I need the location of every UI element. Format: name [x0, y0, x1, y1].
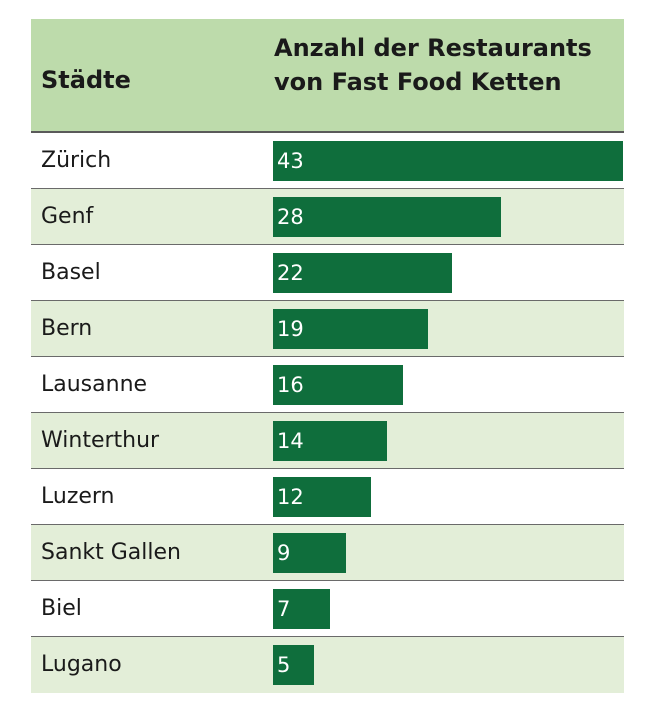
- bar-value-label: 9: [277, 541, 291, 565]
- bar-value-label: 19: [277, 317, 304, 341]
- city-label: Biel: [41, 596, 82, 621]
- bar-value-label: 5: [277, 653, 291, 677]
- bar-value-label: 7: [277, 597, 291, 621]
- city-label: Bern: [41, 316, 93, 341]
- bar-table: Städte Anzahl der Restaurants von Fast F…: [31, 19, 624, 693]
- bar: 43: [273, 141, 623, 181]
- table-row: Bern 19: [31, 301, 624, 357]
- bar-value-label: 22: [277, 261, 304, 285]
- city-label: Sankt Gallen: [41, 540, 181, 565]
- table-row: Biel 7: [31, 581, 624, 637]
- city-label: Luzern: [41, 484, 115, 509]
- table-row: Lugano 5: [31, 637, 624, 693]
- table-row: Genf 28: [31, 189, 624, 245]
- city-label: Lausanne: [41, 372, 148, 397]
- table-header: Städte Anzahl der Restaurants von Fast F…: [31, 19, 624, 133]
- header-city: Städte: [41, 66, 131, 94]
- table-row: Winterthur 14: [31, 413, 624, 469]
- bar: 12: [273, 477, 371, 517]
- bar-value-label: 16: [277, 373, 304, 397]
- city-label: Lugano: [41, 652, 122, 677]
- city-label: Winterthur: [41, 428, 160, 453]
- table-row: Sankt Gallen 9: [31, 525, 624, 581]
- table-row: Basel 22: [31, 245, 624, 301]
- bar: 19: [273, 309, 428, 349]
- bar-value-label: 12: [277, 485, 304, 509]
- table-body: Zürich 43 Genf 28 Basel 22 Bern 19 Lausanne 16 Win…: [31, 133, 624, 693]
- header-value: Anzahl der Restaurants von Fast Food Ket…: [274, 34, 592, 96]
- table-row: Luzern 12: [31, 469, 624, 525]
- bar-value-label: 14: [277, 429, 304, 453]
- bar: 22: [273, 253, 452, 293]
- bar-value-label: 28: [277, 205, 304, 229]
- bar-value-label: 43: [277, 149, 304, 173]
- city-label: Zürich: [41, 148, 112, 173]
- city-label: Genf: [41, 204, 94, 229]
- table-row: Lausanne 16: [31, 357, 624, 413]
- bar: 7: [273, 589, 330, 629]
- bar: 9: [273, 533, 346, 573]
- bar: 16: [273, 365, 403, 405]
- bar: 14: [273, 421, 387, 461]
- table-row: Zürich 43: [31, 133, 624, 189]
- city-label: Basel: [41, 260, 101, 285]
- bar: 5: [273, 645, 314, 685]
- bar: 28: [273, 197, 501, 237]
